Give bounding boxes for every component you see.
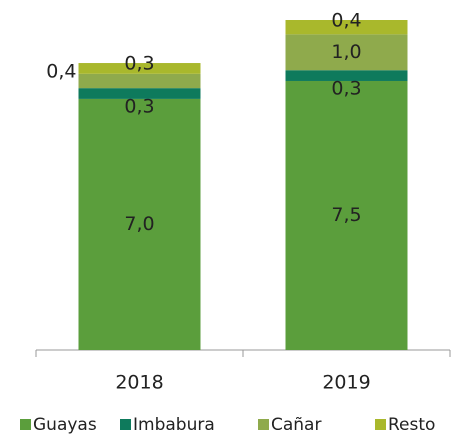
bar-segment <box>78 88 201 99</box>
data-label: 0,3 <box>124 95 154 117</box>
bar-segment <box>285 70 408 81</box>
data-label: 0,3 <box>124 53 154 75</box>
x-tick-label: 2019 <box>322 372 370 394</box>
bar-segment <box>78 63 201 74</box>
bar-segment <box>78 73 201 89</box>
bar-segment <box>285 80 408 350</box>
legend-swatch <box>375 419 386 430</box>
data-label: 1,0 <box>331 41 361 63</box>
legend-label: Imbabura <box>133 415 215 435</box>
data-label: 7,5 <box>331 204 361 226</box>
legend-label: Cañar <box>271 415 321 435</box>
x-tick-label: 2018 <box>115 372 163 394</box>
data-label: 0,4 <box>331 10 361 32</box>
data-label: 0,4 <box>46 60 76 82</box>
legend-label: Guayas <box>33 415 97 435</box>
data-label: 7,0 <box>124 213 154 235</box>
legend-swatch <box>20 419 31 430</box>
legend-swatch <box>120 419 131 430</box>
legend-swatch <box>258 419 269 430</box>
bar-segment <box>78 98 201 350</box>
bar-segment <box>285 20 408 35</box>
legend-label: Resto <box>388 415 435 435</box>
bar-segment <box>285 34 408 71</box>
data-label: 0,3 <box>331 77 361 99</box>
